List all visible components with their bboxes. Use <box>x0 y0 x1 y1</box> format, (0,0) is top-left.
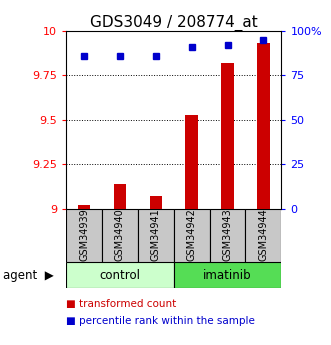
FancyBboxPatch shape <box>174 262 281 288</box>
Title: GDS3049 / 208774_at: GDS3049 / 208774_at <box>90 15 258 31</box>
Bar <box>221 63 234 209</box>
Text: ■ percentile rank within the sample: ■ percentile rank within the sample <box>66 316 255 326</box>
FancyBboxPatch shape <box>66 262 174 288</box>
Text: imatinib: imatinib <box>203 269 252 282</box>
Bar <box>150 196 162 209</box>
Bar <box>257 43 270 209</box>
Text: GSM34939: GSM34939 <box>79 208 89 261</box>
FancyBboxPatch shape <box>66 209 102 262</box>
Text: agent  ▶: agent ▶ <box>3 269 54 282</box>
Text: ■ transformed count: ■ transformed count <box>66 299 176 308</box>
FancyBboxPatch shape <box>138 209 174 262</box>
Bar <box>78 205 90 209</box>
Text: GSM34944: GSM34944 <box>259 208 268 261</box>
Bar <box>114 184 126 209</box>
FancyBboxPatch shape <box>210 209 246 262</box>
Text: GSM34943: GSM34943 <box>222 208 233 261</box>
Text: GSM34940: GSM34940 <box>115 208 125 261</box>
FancyBboxPatch shape <box>246 209 281 262</box>
FancyBboxPatch shape <box>102 209 138 262</box>
Bar <box>185 115 198 209</box>
Text: GSM34942: GSM34942 <box>187 208 197 261</box>
Text: control: control <box>100 269 140 282</box>
FancyBboxPatch shape <box>174 209 210 262</box>
Text: GSM34941: GSM34941 <box>151 208 161 261</box>
